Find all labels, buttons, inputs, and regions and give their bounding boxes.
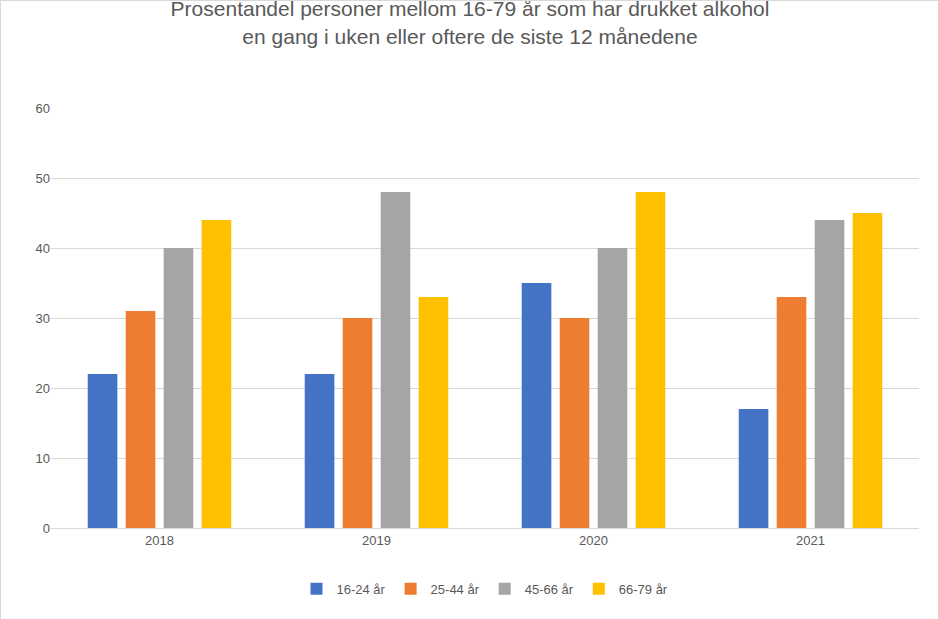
svg-text:2021: 2021 [796,533,825,548]
svg-text:0: 0 [43,521,50,536]
svg-text:50: 50 [36,171,50,186]
svg-text:25-44 år: 25-44 år [431,582,480,597]
svg-text:2019: 2019 [362,533,391,548]
svg-text:30: 30 [36,311,50,326]
svg-text:66-79 år: 66-79 år [619,582,668,597]
svg-text:45-66 år: 45-66 år [525,582,574,597]
svg-text:60: 60 [36,101,50,116]
svg-text:16-24 år: 16-24 år [337,582,386,597]
svg-text:20: 20 [36,381,50,396]
svg-text:2020: 2020 [579,533,608,548]
svg-text:Prosentandel personer mellom 1: Prosentandel personer mellom 16-79 år so… [171,1,770,48]
svg-text:10: 10 [36,451,50,466]
svg-text:40: 40 [36,241,50,256]
svg-text:2018: 2018 [145,533,174,548]
